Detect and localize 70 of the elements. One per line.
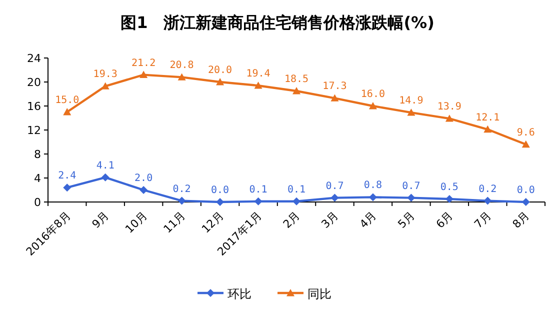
x-tick-label: 5月	[395, 208, 418, 231]
data-label: 0.7	[326, 180, 344, 192]
x-tick-label: 9月	[90, 208, 112, 231]
x-tick-label: 10月	[122, 208, 150, 236]
point	[445, 114, 454, 122]
data-label: 14.9	[399, 96, 424, 107]
point	[216, 78, 224, 86]
data-label: 21.2	[132, 58, 156, 69]
data-label: 0.5	[440, 182, 458, 193]
data-label: 0.2	[172, 184, 191, 195]
data-label: 20.8	[170, 60, 194, 72]
point	[522, 140, 530, 148]
point	[101, 173, 110, 182]
x-tick-label: 2月	[280, 208, 303, 231]
point	[178, 73, 186, 80]
point	[140, 70, 148, 78]
data-label: 12.1	[476, 112, 500, 124]
data-label: 19.4	[246, 68, 270, 80]
y-tick-label: 16	[27, 100, 41, 113]
data-label: 4.1	[96, 160, 114, 172]
data-label: 13.9	[437, 102, 462, 113]
data-label: 0.0	[211, 185, 230, 196]
x-tick-label: 7月	[472, 208, 494, 231]
x-tick-label: 8月	[510, 208, 532, 231]
y-tick-label: 4	[34, 172, 41, 185]
point	[330, 194, 339, 202]
x-tick-label: 12月	[199, 208, 226, 236]
point	[368, 102, 377, 110]
data-label: 2.4	[58, 170, 76, 182]
point	[63, 108, 72, 116]
x-tick-label: 11月	[161, 208, 188, 236]
y-tick-label: 24	[27, 52, 41, 65]
point	[368, 193, 377, 202]
point	[292, 197, 300, 206]
point	[254, 197, 262, 206]
point	[407, 194, 416, 202]
data-label: 0.8	[364, 180, 382, 192]
data-label: 18.5	[284, 74, 309, 85]
data-label: 16.0	[360, 89, 386, 100]
data-label: 0.1	[287, 184, 306, 196]
point	[178, 196, 186, 205]
data-label: 0.0	[516, 185, 535, 196]
data-label: 9.6	[516, 127, 535, 138]
data-label: 0.1	[249, 184, 268, 196]
point	[254, 82, 262, 89]
point	[522, 198, 530, 206]
data-label: 0.7	[402, 180, 420, 192]
point	[330, 94, 339, 102]
data-label: 0.2	[478, 184, 497, 195]
data-label: 2.0	[134, 173, 153, 184]
data-label: 15.0	[55, 95, 80, 106]
y-tick-label: 20	[27, 76, 41, 89]
x-tick-label: 6月	[434, 208, 456, 231]
point	[140, 186, 148, 194]
y-tick-label: 8	[34, 148, 41, 161]
point	[484, 125, 492, 133]
data-label: 19.3	[93, 69, 118, 80]
legend-label: 环比	[228, 287, 252, 301]
point	[484, 196, 492, 205]
point	[63, 184, 72, 192]
chart-title: 图1 浙江新建商品住宅销售价格涨跌幅(%)	[120, 13, 434, 32]
data-label: 17.3	[322, 81, 347, 92]
x-tick-label: 4月	[357, 208, 380, 231]
x-tick-label: 3月	[318, 208, 341, 231]
point	[407, 108, 416, 116]
data-label: 20.0	[208, 65, 232, 76]
y-tick-label: 0	[34, 196, 41, 209]
legend-label: 同比	[308, 287, 332, 301]
y-tick-label: 12	[27, 124, 41, 137]
point	[292, 87, 300, 94]
